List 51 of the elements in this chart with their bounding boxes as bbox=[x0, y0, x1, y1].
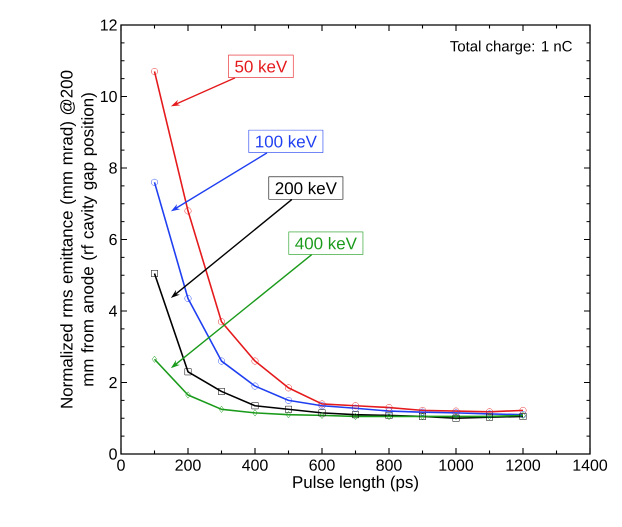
point bbox=[352, 404, 359, 412]
point bbox=[352, 402, 359, 410]
x-tick-label: 800 bbox=[376, 460, 402, 471]
text: 100 keV bbox=[256, 135, 317, 148]
x-axis-title: Pulse length (ps) bbox=[293, 476, 418, 492]
point bbox=[520, 406, 526, 414]
point bbox=[185, 392, 191, 398]
x-tick-label: 600 bbox=[310, 460, 335, 471]
y-tick-label: 10 bbox=[100, 90, 117, 102]
point bbox=[285, 406, 292, 413]
y-tick-label: 4 bbox=[108, 306, 118, 316]
text: 400 keV bbox=[295, 236, 357, 250]
y-tick-label: 12 bbox=[100, 19, 117, 31]
point bbox=[252, 402, 258, 410]
point bbox=[386, 408, 392, 415]
point bbox=[386, 404, 392, 411]
point bbox=[184, 295, 192, 302]
y-tick-label: 8 bbox=[109, 162, 117, 174]
x-tick-label: 1400 bbox=[573, 460, 608, 471]
point bbox=[285, 396, 292, 404]
point bbox=[252, 409, 258, 416]
point bbox=[151, 270, 158, 277]
point bbox=[151, 68, 158, 75]
point bbox=[218, 318, 225, 326]
point bbox=[318, 409, 326, 416]
point bbox=[218, 388, 225, 395]
point bbox=[286, 411, 292, 418]
x-tick-label: 0 bbox=[117, 460, 125, 471]
text: 200 keV bbox=[276, 182, 337, 194]
point bbox=[184, 368, 192, 376]
point bbox=[486, 408, 493, 416]
x-tick-label: 400 bbox=[242, 460, 268, 471]
point bbox=[285, 384, 292, 392]
x-tick-label: 1000 bbox=[439, 460, 474, 471]
y-tick-label: 6 bbox=[109, 234, 117, 246]
y-axis-title: Normalized rms emittance (mm mrad) @200 mm from anode (rf cavity gap position) bbox=[60, 70, 97, 408]
point bbox=[218, 406, 224, 413]
y-tick-label: 0 bbox=[109, 448, 117, 460]
point bbox=[252, 358, 258, 364]
text: 50 keV bbox=[235, 60, 288, 73]
point bbox=[218, 358, 225, 364]
point bbox=[151, 178, 158, 186]
x-tick-label: 1200 bbox=[506, 460, 540, 471]
point bbox=[152, 356, 158, 363]
point bbox=[319, 412, 325, 419]
annotation: Total charge: 1 nC bbox=[450, 40, 572, 54]
point bbox=[184, 207, 192, 214]
x-tick-label: 200 bbox=[176, 460, 201, 471]
y-tick-label: 2 bbox=[109, 376, 117, 388]
point bbox=[486, 410, 493, 418]
point bbox=[252, 382, 258, 390]
